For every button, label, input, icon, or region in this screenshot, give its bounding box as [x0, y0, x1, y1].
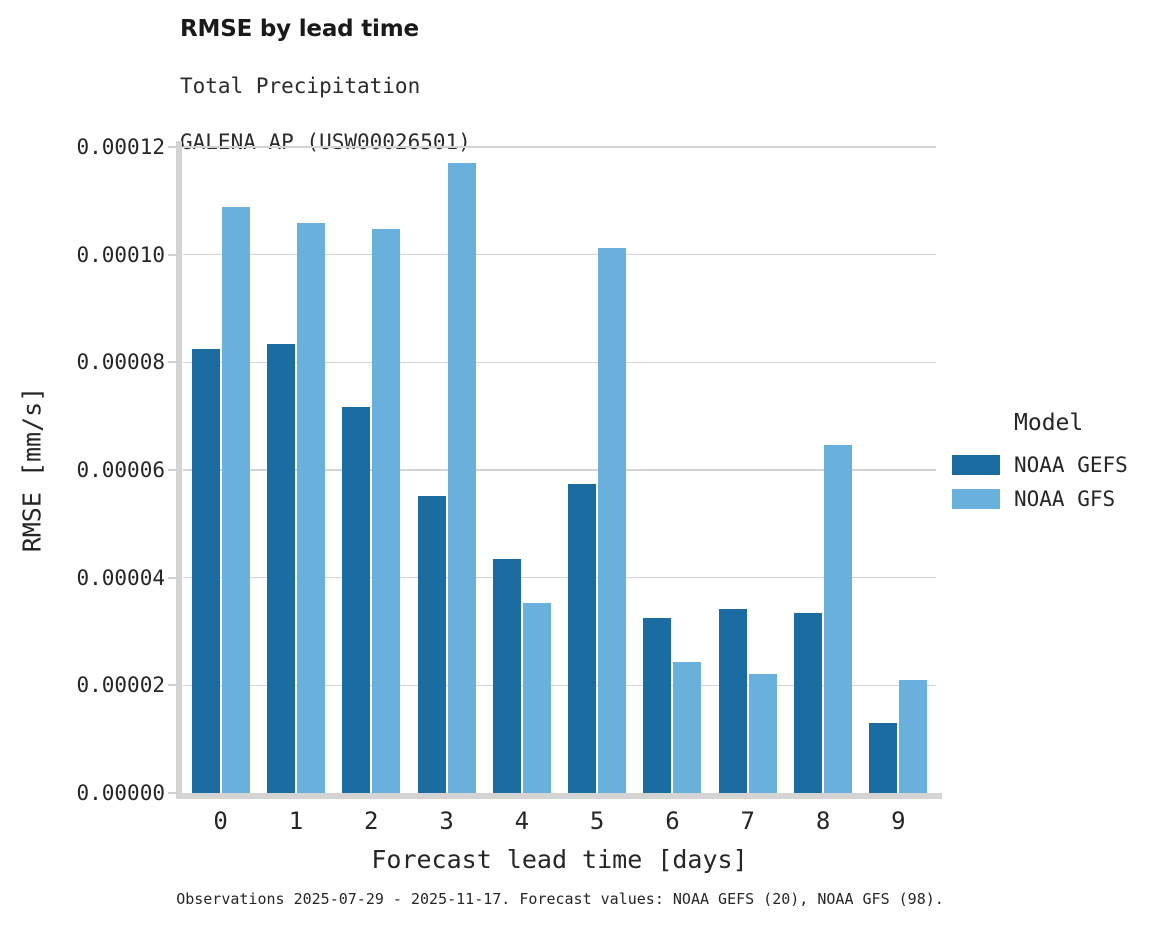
- x-axis-tick-label: 1: [288, 807, 304, 835]
- bar: [522, 602, 551, 793]
- legend-item[interactable]: NOAA GFS: [952, 482, 1167, 516]
- y-axis-tick-label: 0.00012: [76, 135, 165, 159]
- x-axis-spine: [176, 793, 942, 799]
- x-axis-label: Forecast lead time [days]: [371, 845, 748, 874]
- y-axis-tick-label: 0.00004: [76, 565, 165, 590]
- legend-item-label: NOAA GFS: [1014, 486, 1116, 511]
- y-axis-tick-label: 0.00006: [76, 458, 165, 482]
- bar: [794, 613, 823, 793]
- y-axis-tick-mark: [168, 684, 177, 687]
- gridline: [183, 469, 936, 471]
- chart-subtitle-line2: GALENA AP (USW00026501): [180, 130, 471, 154]
- gridline: [183, 361, 936, 364]
- legend-item[interactable]: NOAA GEFS: [952, 448, 1167, 482]
- x-axis-tick-label: 4: [514, 807, 530, 835]
- x-axis-tick-label: 8: [815, 807, 831, 835]
- legend-title: Model: [1014, 410, 1084, 436]
- y-axis-tick-mark: [168, 576, 177, 579]
- y-axis-tick-mark: [168, 253, 177, 256]
- y-axis-tick-label: 0.00010: [76, 242, 165, 267]
- x-axis-tick-label: 5: [589, 807, 605, 835]
- bar: [899, 679, 928, 793]
- bar: [673, 662, 702, 793]
- y-axis-tick-mark: [168, 469, 177, 471]
- legend-entries: NOAA GEFS NOAA GFS: [952, 448, 1167, 516]
- bar: [372, 228, 401, 793]
- bar: [417, 495, 446, 793]
- gridline: [183, 253, 936, 256]
- y-axis-tick-label: 0.00002: [76, 673, 165, 698]
- y-axis-tick-mark: [168, 792, 177, 794]
- x-axis-tick-label: 9: [891, 807, 906, 835]
- y-axis-tick-label: 0.00008: [76, 350, 165, 375]
- x-axis-tick-label: 6: [665, 807, 680, 835]
- bar: [191, 348, 220, 793]
- y-axis-spine: [176, 141, 182, 799]
- legend: Model NOAA GEFS NOAA GFS: [952, 408, 1167, 516]
- gridline: [183, 684, 936, 687]
- bar: [221, 207, 250, 793]
- legend-swatch-icon: [952, 489, 1000, 509]
- bar: [296, 222, 325, 793]
- legend-item-label: NOAA GEFS: [1014, 452, 1128, 477]
- gridline: [183, 576, 936, 579]
- bar: [824, 445, 853, 793]
- x-axis-tick-label: 3: [439, 807, 454, 835]
- gridline: [183, 146, 936, 148]
- bar: [568, 484, 597, 793]
- legend-swatch-icon: [952, 455, 1000, 475]
- chart-subtitle-line1: Total Precipitation: [180, 74, 421, 98]
- bar: [342, 407, 371, 793]
- bar: [718, 608, 747, 793]
- bar: [748, 674, 777, 793]
- bar: [598, 248, 627, 793]
- x-axis-tick-label: 2: [364, 807, 379, 835]
- title-block: RMSE by lead time Total Precipitation GA…: [180, 14, 940, 156]
- y-axis-tick-mark: [168, 361, 177, 364]
- bar: [447, 162, 476, 793]
- page-title: RMSE by lead time: [180, 16, 419, 42]
- bar: [643, 618, 672, 793]
- bar: [266, 344, 295, 793]
- y-axis-tick-mark: [168, 146, 177, 148]
- y-axis-tick-label: 0.00000: [76, 781, 165, 805]
- x-axis-tick-label: 7: [740, 807, 755, 835]
- figure-caption: Observations 2025-07-29 - 2025-11-17. Fo…: [176, 890, 944, 908]
- plot-area: [183, 146, 936, 793]
- bar: [492, 558, 521, 793]
- bar: [869, 723, 898, 793]
- x-axis-tick-label: 0: [213, 807, 228, 835]
- y-axis-label: RMSE [mm/s]: [17, 386, 47, 553]
- chart-subtitle: Total Precipitation GALENA AP (USW000265…: [180, 44, 940, 156]
